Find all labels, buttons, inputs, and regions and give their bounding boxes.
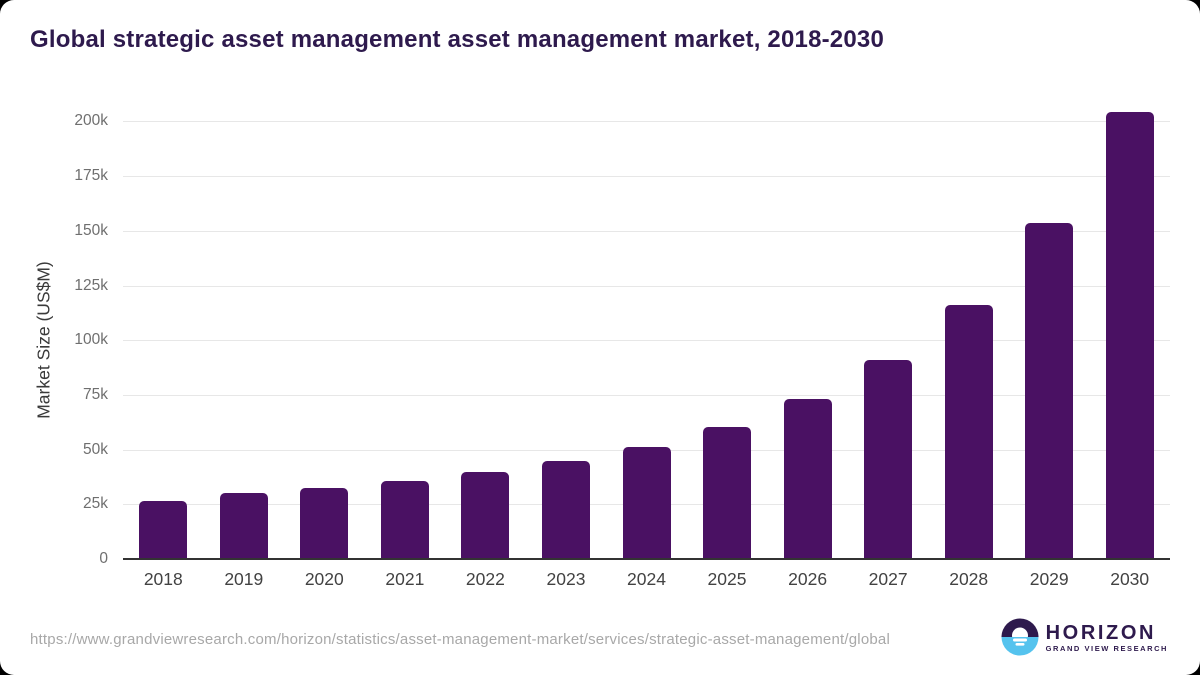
horizon-sun-over-water-icon	[1001, 618, 1039, 656]
x-tick-label-2020: 2020	[304, 569, 344, 589]
x-tick-label-2024: 2024	[627, 569, 666, 589]
gridline-175k	[123, 176, 1170, 178]
gridline-100k	[123, 340, 1170, 342]
x-tick-label-2018: 2018	[143, 569, 183, 589]
x-tick-label-2023: 2023	[546, 569, 586, 589]
y-tick-label-100k: 100k	[74, 331, 108, 349]
source-url: https://www.grandviewresearch.com/horizo…	[30, 631, 890, 648]
y-tick-label-25k: 25k	[83, 495, 108, 513]
bar-2025	[703, 426, 751, 559]
bar-2028	[944, 305, 993, 559]
gridline-125k	[123, 285, 1170, 287]
x-tick-label-2022: 2022	[465, 569, 505, 589]
x-axis-line	[123, 558, 1170, 560]
gridline-150k	[123, 230, 1170, 232]
gridline-75k	[123, 394, 1170, 396]
x-tick-label-2026: 2026	[788, 569, 828, 589]
y-tick-label-150k: 150k	[74, 221, 108, 239]
y-tick-label-75k: 75k	[83, 385, 108, 403]
bar-2019	[219, 493, 268, 559]
bar-2022	[461, 471, 510, 559]
bar-2029	[1025, 223, 1074, 559]
y-tick-label-0: 0	[99, 550, 108, 567]
x-tick-label-2030: 2030	[1110, 569, 1150, 589]
bar-2026	[783, 399, 832, 559]
logo-text-block: HORIZON GRAND VIEW RESEARCH	[1046, 622, 1168, 653]
y-tick-label-175k: 175k	[74, 167, 108, 185]
bar-2023	[542, 460, 590, 559]
x-tick-label-2021: 2021	[385, 569, 425, 589]
horizon-logo: HORIZON GRAND VIEW RESEARCH	[1001, 618, 1168, 656]
x-tick-label-2028: 2028	[949, 569, 989, 589]
gridline-200k	[123, 121, 1170, 123]
bar-2021	[380, 481, 429, 559]
logo-name: HORIZON	[1045, 621, 1157, 644]
x-tick-label-2019: 2019	[224, 569, 264, 589]
bar-2024	[622, 447, 671, 559]
bar-2018	[139, 501, 188, 559]
chart-title: Global strategic asset management asset …	[30, 26, 884, 53]
bar-2020	[300, 487, 349, 559]
y-tick-label-50k: 50k	[83, 440, 108, 458]
y-tick-label-125k: 125k	[74, 276, 108, 294]
x-tick-label-2025: 2025	[707, 569, 747, 589]
bar-2027	[864, 359, 913, 559]
logo-subtitle: GRAND VIEW RESEARCH	[1045, 643, 1168, 653]
bar-2030	[1105, 111, 1154, 559]
x-tick-label-2027: 2027	[868, 569, 908, 589]
x-tick-label-2029: 2029	[1029, 569, 1069, 589]
y-tick-label-200k: 200k	[74, 112, 108, 130]
